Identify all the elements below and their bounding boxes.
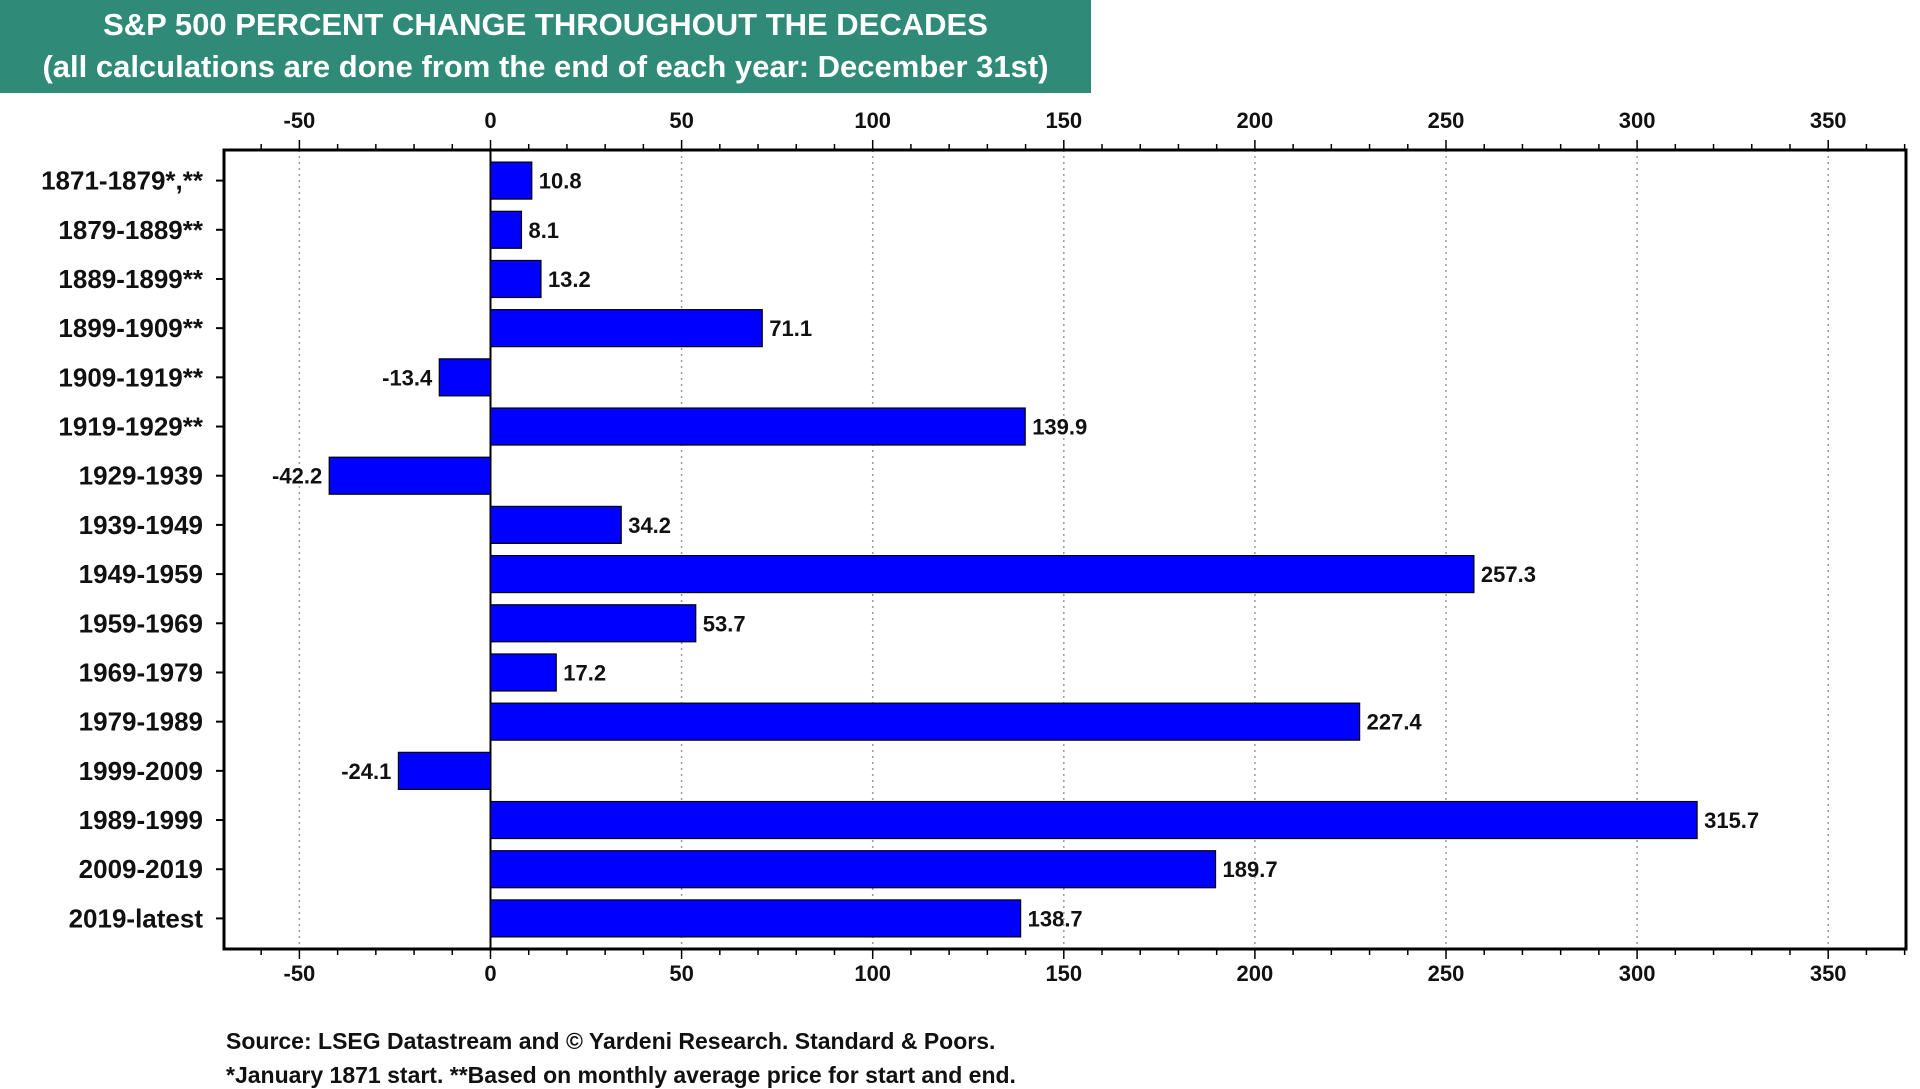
- data-label: -42.2: [272, 464, 322, 489]
- bar: [489, 850, 1217, 889]
- plot-frame: [222, 148, 1908, 951]
- x-tick-label-top: 50: [669, 108, 693, 133]
- data-label: 257.3: [1481, 562, 1536, 587]
- data-label: 8.1: [528, 218, 559, 243]
- plot-border: [222, 148, 1908, 951]
- category-label: 1871-1879*,**: [41, 166, 204, 196]
- x-tick-label-top: 150: [1045, 108, 1082, 133]
- footer-notes: *January 1871 start. **Based on monthly …: [226, 1062, 1016, 1088]
- data-label: -24.1: [341, 759, 391, 784]
- data-label: 34.2: [628, 513, 671, 538]
- bar: [489, 800, 1698, 840]
- category-label: 1969-1979: [79, 657, 203, 687]
- data-label: 139.9: [1032, 415, 1087, 440]
- category-label: 2019-latest: [69, 903, 204, 933]
- x-tick-label-bottom: 150: [1045, 961, 1082, 986]
- data-label: -13.4: [382, 365, 433, 390]
- data-label: 227.4: [1367, 710, 1423, 735]
- category-label: 1879-1889**: [58, 215, 203, 245]
- category-label: 1989-1999: [79, 805, 203, 835]
- category-label: 1909-1919**: [58, 362, 203, 392]
- category-label: 1929-1939: [79, 461, 203, 491]
- x-tick-label-top: 200: [1237, 108, 1274, 133]
- bar: [489, 554, 1475, 594]
- category-label: 1919-1929**: [58, 412, 203, 442]
- data-label: 10.8: [539, 169, 582, 194]
- category-label: 1999-2009: [79, 756, 203, 786]
- data-label: 71.1: [769, 316, 812, 341]
- bar: [328, 456, 492, 495]
- category-label: 1889-1899**: [58, 264, 203, 294]
- bar: [489, 259, 542, 299]
- x-tick-label-bottom: 250: [1428, 961, 1465, 986]
- data-label: 189.7: [1223, 857, 1278, 882]
- category-label: 2009-2019: [79, 854, 203, 884]
- data-label: 138.7: [1028, 906, 1083, 931]
- category-label: 1949-1959: [79, 559, 203, 589]
- x-tick-label-bottom: -50: [284, 961, 316, 986]
- bar: [489, 161, 533, 200]
- x-tick-label-top: 0: [484, 108, 496, 133]
- axis-ticks: -50 -50 0 0 50 50 100 100 150 150 200 200 250 250 300 3…: [216, 108, 1906, 986]
- category-label: 1979-1989: [79, 707, 203, 737]
- bar: [438, 358, 492, 397]
- category-labels: 1871-1879*,** 1879-1889** 1889-1899** 1899-…: [41, 166, 204, 934]
- x-tick-label-top: 300: [1619, 108, 1656, 133]
- x-tick-label-top: 100: [854, 108, 891, 133]
- x-tick-label-bottom: 350: [1810, 961, 1847, 986]
- category-label: 1959-1969: [79, 608, 203, 638]
- data-label: 13.2: [548, 267, 591, 292]
- bar: [489, 407, 1026, 446]
- footer-source: Source: LSEG Datastream and © Yardeni Re…: [226, 1028, 996, 1054]
- category-label: 1899-1909**: [58, 313, 203, 343]
- x-tick-label-top: 250: [1428, 108, 1465, 133]
- data-label: 53.7: [703, 611, 746, 636]
- bar: [489, 210, 523, 249]
- data-labels: 10.8 8.1 13.2 71.1 -13.4 139.9 -42.2 34.2 257.3 5…: [272, 169, 1759, 932]
- bars: [328, 161, 1698, 938]
- bar-chart: 10.8 8.1 13.2 71.1 -13.4 139.9 -42.2 34.2 257.3 5…: [41, 108, 1908, 986]
- bar: [489, 309, 763, 348]
- bar: [397, 751, 492, 790]
- bar: [489, 899, 1022, 938]
- bar: [489, 653, 557, 692]
- bar: [489, 505, 622, 545]
- chart-title: S&P 500 PERCENT CHANGE THROUGHOUT THE DE…: [103, 7, 988, 42]
- data-label: 17.2: [563, 660, 606, 685]
- x-tick-label-top: -50: [284, 108, 316, 133]
- title-banner: S&P 500 PERCENT CHANGE THROUGHOUT THE DE…: [0, 0, 1091, 93]
- x-tick-label-bottom: 50: [669, 961, 693, 986]
- category-label: 1939-1949: [79, 510, 203, 540]
- data-label: 315.7: [1704, 808, 1759, 833]
- x-tick-label-bottom: 300: [1619, 961, 1656, 986]
- x-tick-label-bottom: 100: [854, 961, 891, 986]
- bar: [489, 604, 697, 643]
- x-tick-label-bottom: 200: [1237, 961, 1274, 986]
- chart-subtitle: (all calculations are done from the end …: [42, 49, 1049, 84]
- bar: [489, 702, 1361, 741]
- x-tick-label-bottom: 0: [484, 961, 496, 986]
- x-tick-label-top: 350: [1810, 108, 1847, 133]
